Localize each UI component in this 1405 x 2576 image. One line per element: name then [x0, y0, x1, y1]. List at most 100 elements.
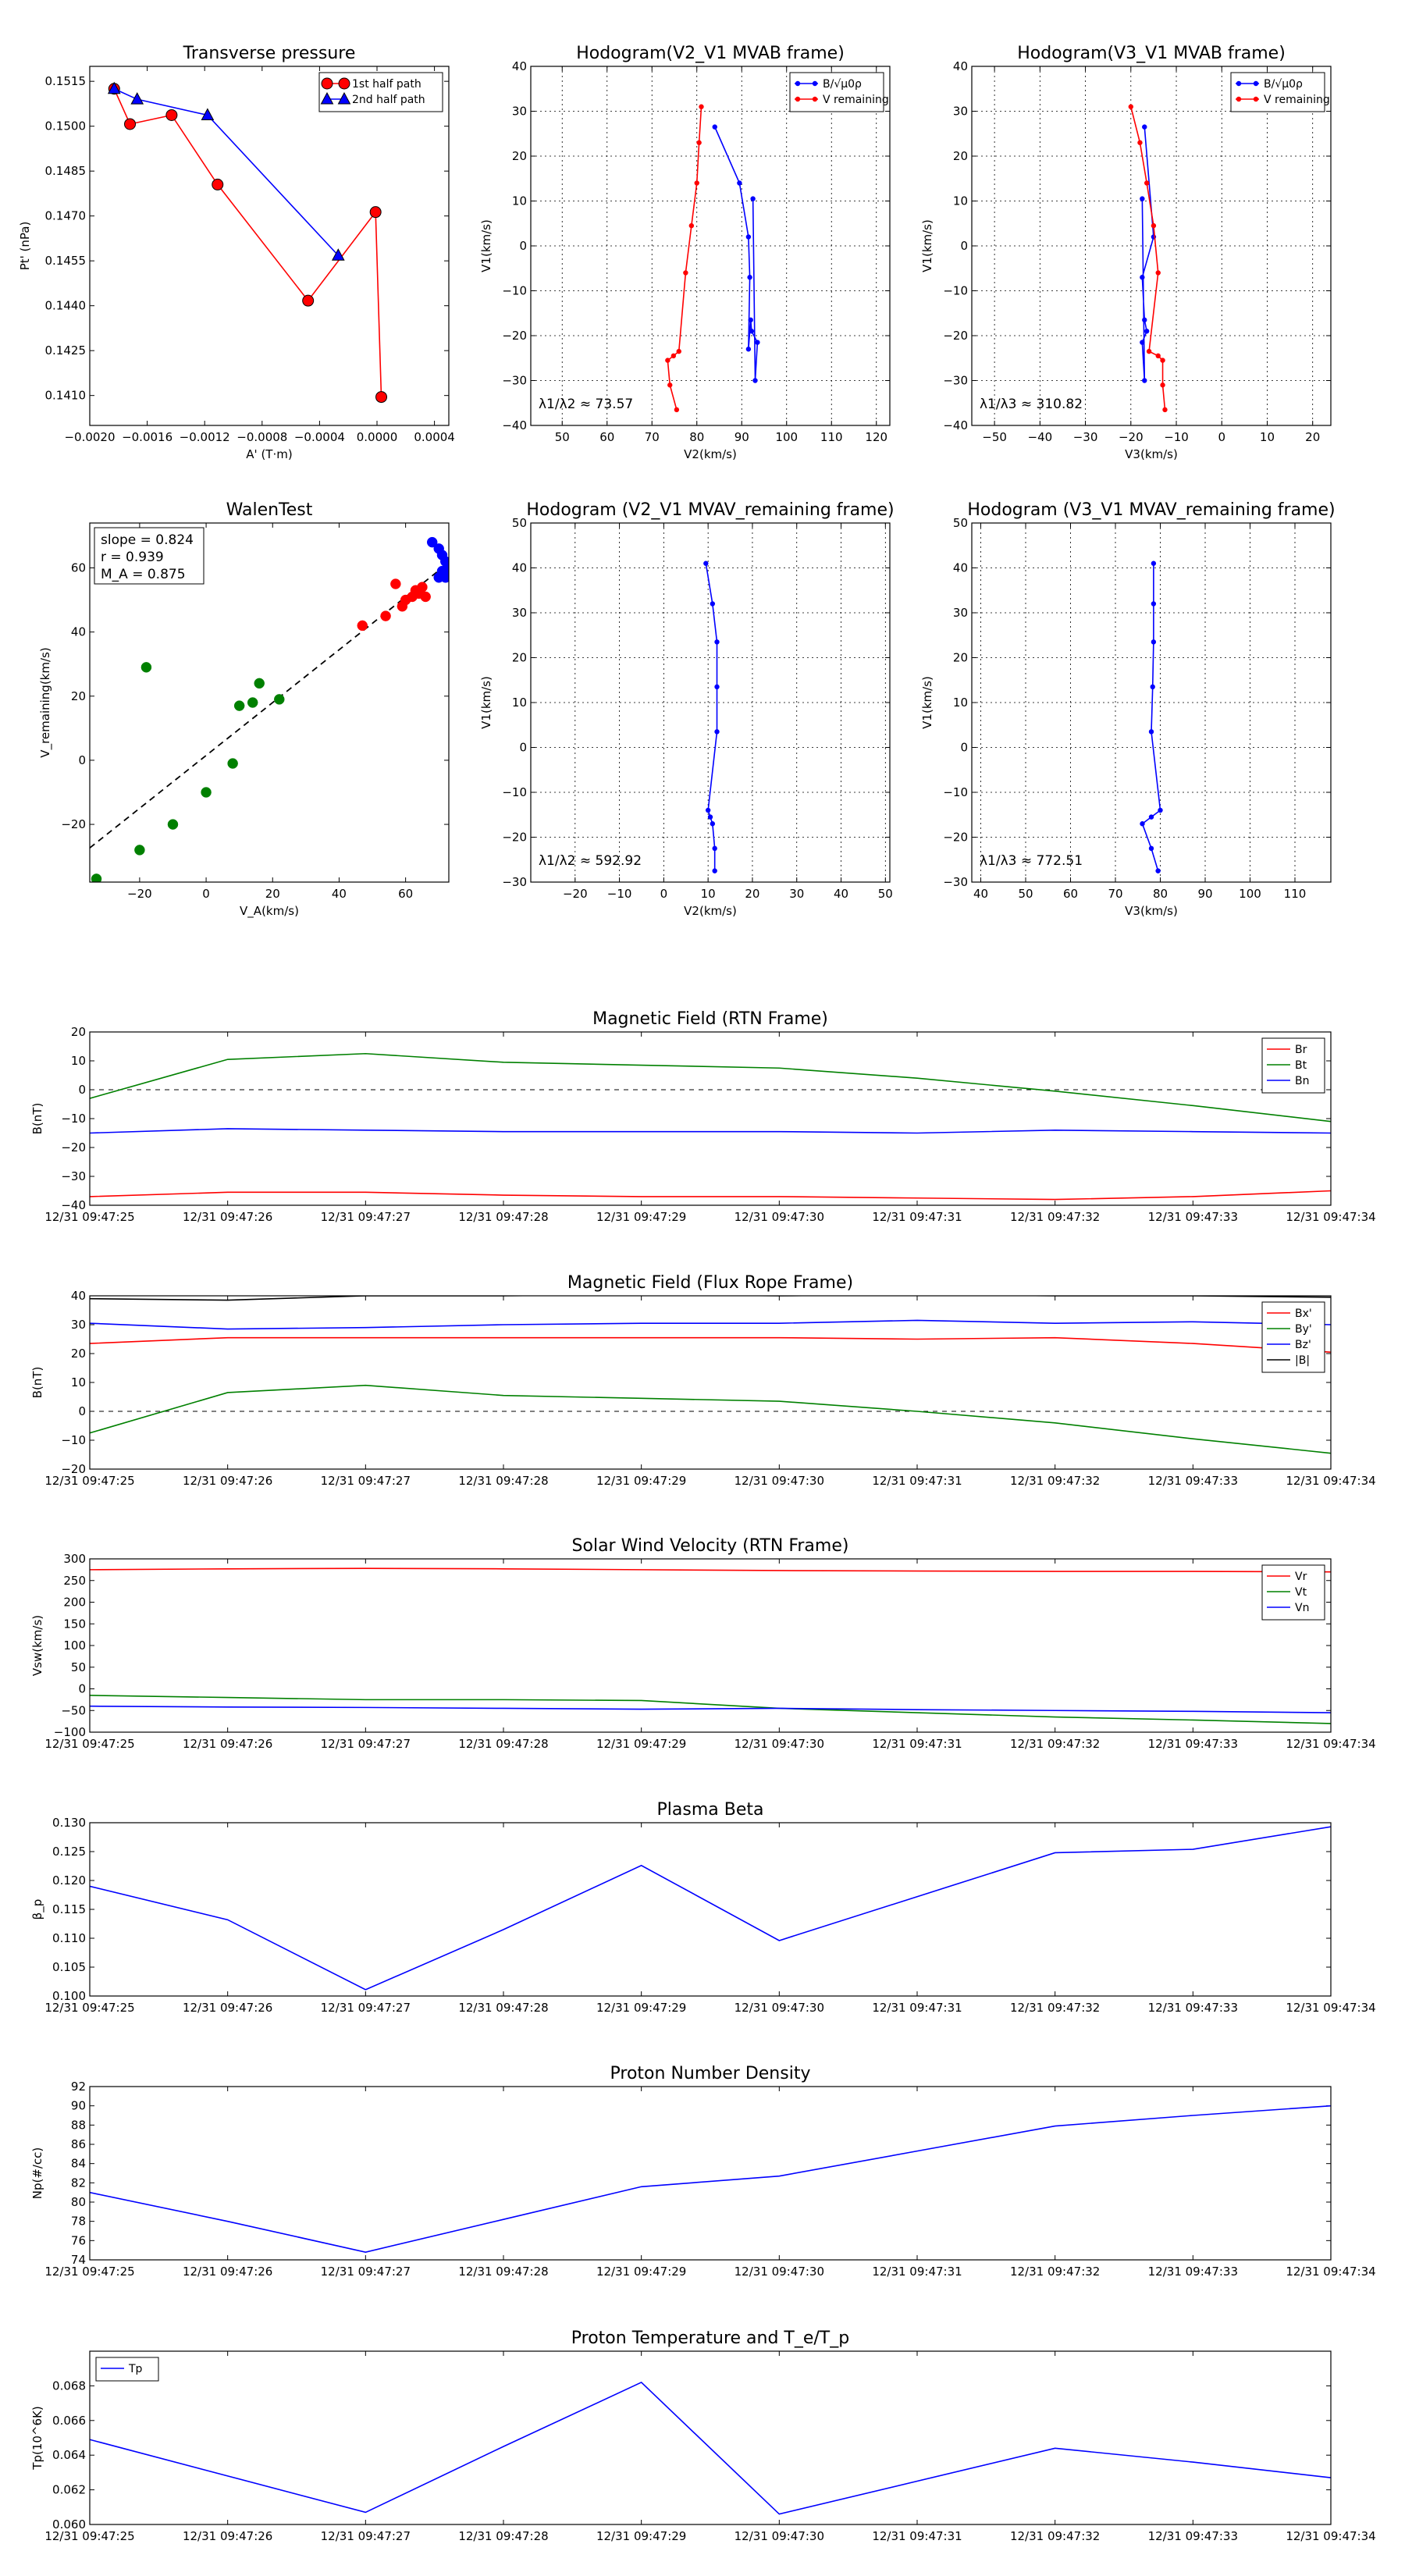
series-v — [703, 560, 720, 873]
legend-box — [318, 72, 443, 112]
y-tick-label: 40 — [71, 625, 86, 639]
y-tick-label: 20 — [71, 1347, 86, 1361]
x-tick-label: 90 — [1197, 887, 1212, 901]
x-tick-label: 12/31 09:47:27 — [321, 1737, 411, 1751]
y-tick-label: 0.1485 — [45, 164, 87, 178]
legend-label: Vn — [1295, 1602, 1309, 1614]
x-tick-label: 12/31 09:47:29 — [596, 2529, 686, 2543]
x-axis-label: A' (T·m) — [246, 447, 292, 461]
data-point — [1142, 317, 1147, 323]
plot-area — [665, 104, 760, 413]
x-tick-label: 20 — [1305, 430, 1320, 444]
data-point — [1151, 601, 1157, 607]
series-line — [705, 563, 718, 871]
legend: Tp — [95, 2357, 159, 2382]
plot-area — [1140, 560, 1163, 873]
legend-marker — [795, 80, 801, 87]
y-tick-label: 0 — [960, 239, 968, 253]
y-tick-label: 0.130 — [52, 1816, 86, 1830]
y-tick-label: 0.060 — [52, 2517, 86, 2532]
x-axis-label: V3(km/s) — [1125, 904, 1178, 918]
data-point — [91, 873, 102, 882]
plot-frame — [89, 66, 450, 426]
y-tick-label: 0 — [78, 1404, 86, 1418]
x-tick-label: 12/31 09:47:32 — [1010, 1474, 1100, 1488]
x-tick-label: 12/31 09:47:25 — [44, 2529, 134, 2543]
y-tick-label: −40 — [61, 1198, 86, 1212]
data-point — [254, 678, 265, 689]
stats-text: M_A = 0.875 — [101, 567, 186, 582]
plot-area — [90, 1052, 1331, 1201]
legend-label: Tp — [128, 2363, 143, 2375]
y-tick-label: 0.1440 — [45, 299, 87, 313]
y-tick-label: −20 — [61, 817, 86, 831]
data-point — [140, 662, 152, 673]
plot-area — [90, 1567, 1331, 1724]
legend-marker — [1236, 80, 1242, 87]
x-tick-label: 20 — [265, 887, 280, 901]
data-point — [227, 758, 238, 769]
series-line — [90, 2105, 1331, 2253]
series-2nd-half-path — [107, 81, 345, 261]
stats-text: slope = 0.824 — [101, 532, 194, 548]
series-line — [90, 1319, 1331, 1330]
data-point — [747, 275, 752, 280]
x-tick-label: 12/31 09:47:28 — [458, 1210, 548, 1224]
x-tick-label: 12/31 09:47:30 — [735, 1737, 824, 1751]
chart-title: Magnetic Field (Flux Rope Frame) — [567, 1273, 853, 1293]
legend-label: 1st half path — [352, 78, 422, 91]
series-line — [1130, 106, 1166, 410]
series-1st-half-path — [108, 83, 388, 404]
plot-frame — [530, 522, 891, 883]
legend-label: Bx' — [1295, 1308, 1312, 1320]
y-tick-label: 50 — [71, 1660, 86, 1674]
x-tick-label: 12/31 09:47:27 — [321, 2001, 411, 2015]
y-tick-label: 0.1500 — [45, 119, 87, 133]
x-tick-label: 60 — [599, 430, 614, 444]
chart-3: −20 0 20 40 60 −20 0 20 40 60 WalenTest V_A(km/s) V_… — [38, 500, 450, 919]
legend-label: By' — [1295, 1323, 1312, 1336]
data-point — [201, 108, 215, 120]
series-by- — [90, 1384, 1331, 1454]
x-tick-label: 90 — [735, 430, 749, 444]
x-tick-label: 100 — [775, 430, 798, 444]
x-tick-label: 12/31 09:47:30 — [735, 1210, 824, 1224]
series-line — [714, 126, 759, 381]
legend-box — [95, 2357, 159, 2382]
legend-marker — [338, 77, 350, 90]
x-tick-label: 60 — [1063, 887, 1078, 901]
x-tick-label: 40 — [973, 887, 988, 901]
x-tick-label: 12/31 09:47:29 — [596, 1474, 686, 1488]
x-tick-label: 40 — [834, 887, 848, 901]
series-tp — [90, 2382, 1331, 2515]
eigen-ratio-annotation: λ1/λ3 ≈ 772.51 — [980, 853, 1083, 869]
x-tick-label: 12/31 09:47:29 — [596, 2265, 686, 2279]
plot-area — [90, 2382, 1331, 2515]
series-line — [113, 88, 382, 397]
x-tick-label: 12/31 09:47:30 — [735, 2529, 824, 2543]
y-tick-label: −10 — [943, 284, 968, 298]
series-vn — [90, 1705, 1331, 1713]
data-point — [750, 196, 756, 201]
chart-title: Hodogram (V2_V1 MVAV_remaining frame) — [526, 500, 894, 520]
series-line — [90, 1384, 1331, 1454]
x-tick-label: −0.0012 — [180, 430, 230, 444]
x-tick-label: 50 — [878, 887, 893, 901]
chart-title: Hodogram(V3_V1 MVAB frame) — [1017, 44, 1286, 63]
legend-label: V remaining — [1264, 94, 1330, 106]
y-tick-label: −30 — [943, 875, 968, 889]
data-point — [714, 729, 720, 735]
x-tick-label: 12/31 09:47:26 — [183, 2001, 272, 2015]
y-tick-label: 0.068 — [52, 2379, 86, 2393]
legend-label: B/√μ0ρ — [1264, 78, 1303, 91]
series-beta — [90, 1826, 1331, 1991]
y-tick-label: 0 — [519, 741, 527, 755]
x-tick-label: 10 — [701, 887, 716, 901]
x-tick-label: 12/31 09:47:25 — [44, 1210, 134, 1224]
x-tick-label: −0.0016 — [122, 430, 173, 444]
x-tick-label: −10 — [1164, 430, 1189, 444]
series-bx- — [90, 1336, 1331, 1353]
data-point — [107, 81, 121, 94]
x-tick-label: 12/31 09:47:27 — [321, 2529, 411, 2543]
y-tick-label: 80 — [71, 2195, 86, 2209]
